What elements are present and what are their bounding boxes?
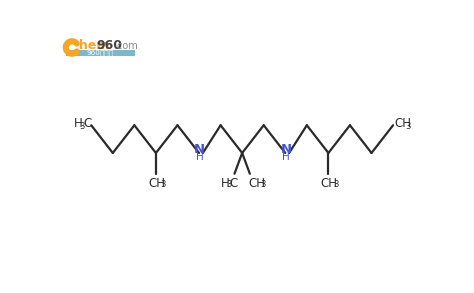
Text: H: H (220, 177, 229, 190)
Text: 3: 3 (80, 122, 85, 130)
Text: 3: 3 (261, 180, 266, 189)
Text: H: H (282, 152, 290, 162)
Text: N: N (281, 143, 292, 156)
Text: CH: CH (248, 177, 265, 190)
Text: 960: 960 (97, 39, 123, 52)
Text: 960化工网: 960化工网 (87, 49, 114, 56)
Text: CH: CH (395, 117, 411, 130)
Text: H: H (196, 152, 204, 162)
FancyBboxPatch shape (66, 50, 135, 56)
Text: N: N (194, 143, 205, 156)
Text: C: C (230, 177, 238, 190)
Text: 3: 3 (226, 180, 231, 189)
Text: H: H (74, 117, 83, 130)
Text: CH: CH (148, 177, 165, 190)
Text: hem: hem (79, 39, 109, 52)
Text: C: C (83, 117, 92, 130)
Text: 3: 3 (405, 122, 411, 131)
Text: .com: .com (114, 41, 137, 51)
Text: 3: 3 (161, 180, 166, 189)
Text: 3: 3 (333, 180, 338, 189)
Text: CH: CH (321, 177, 337, 190)
